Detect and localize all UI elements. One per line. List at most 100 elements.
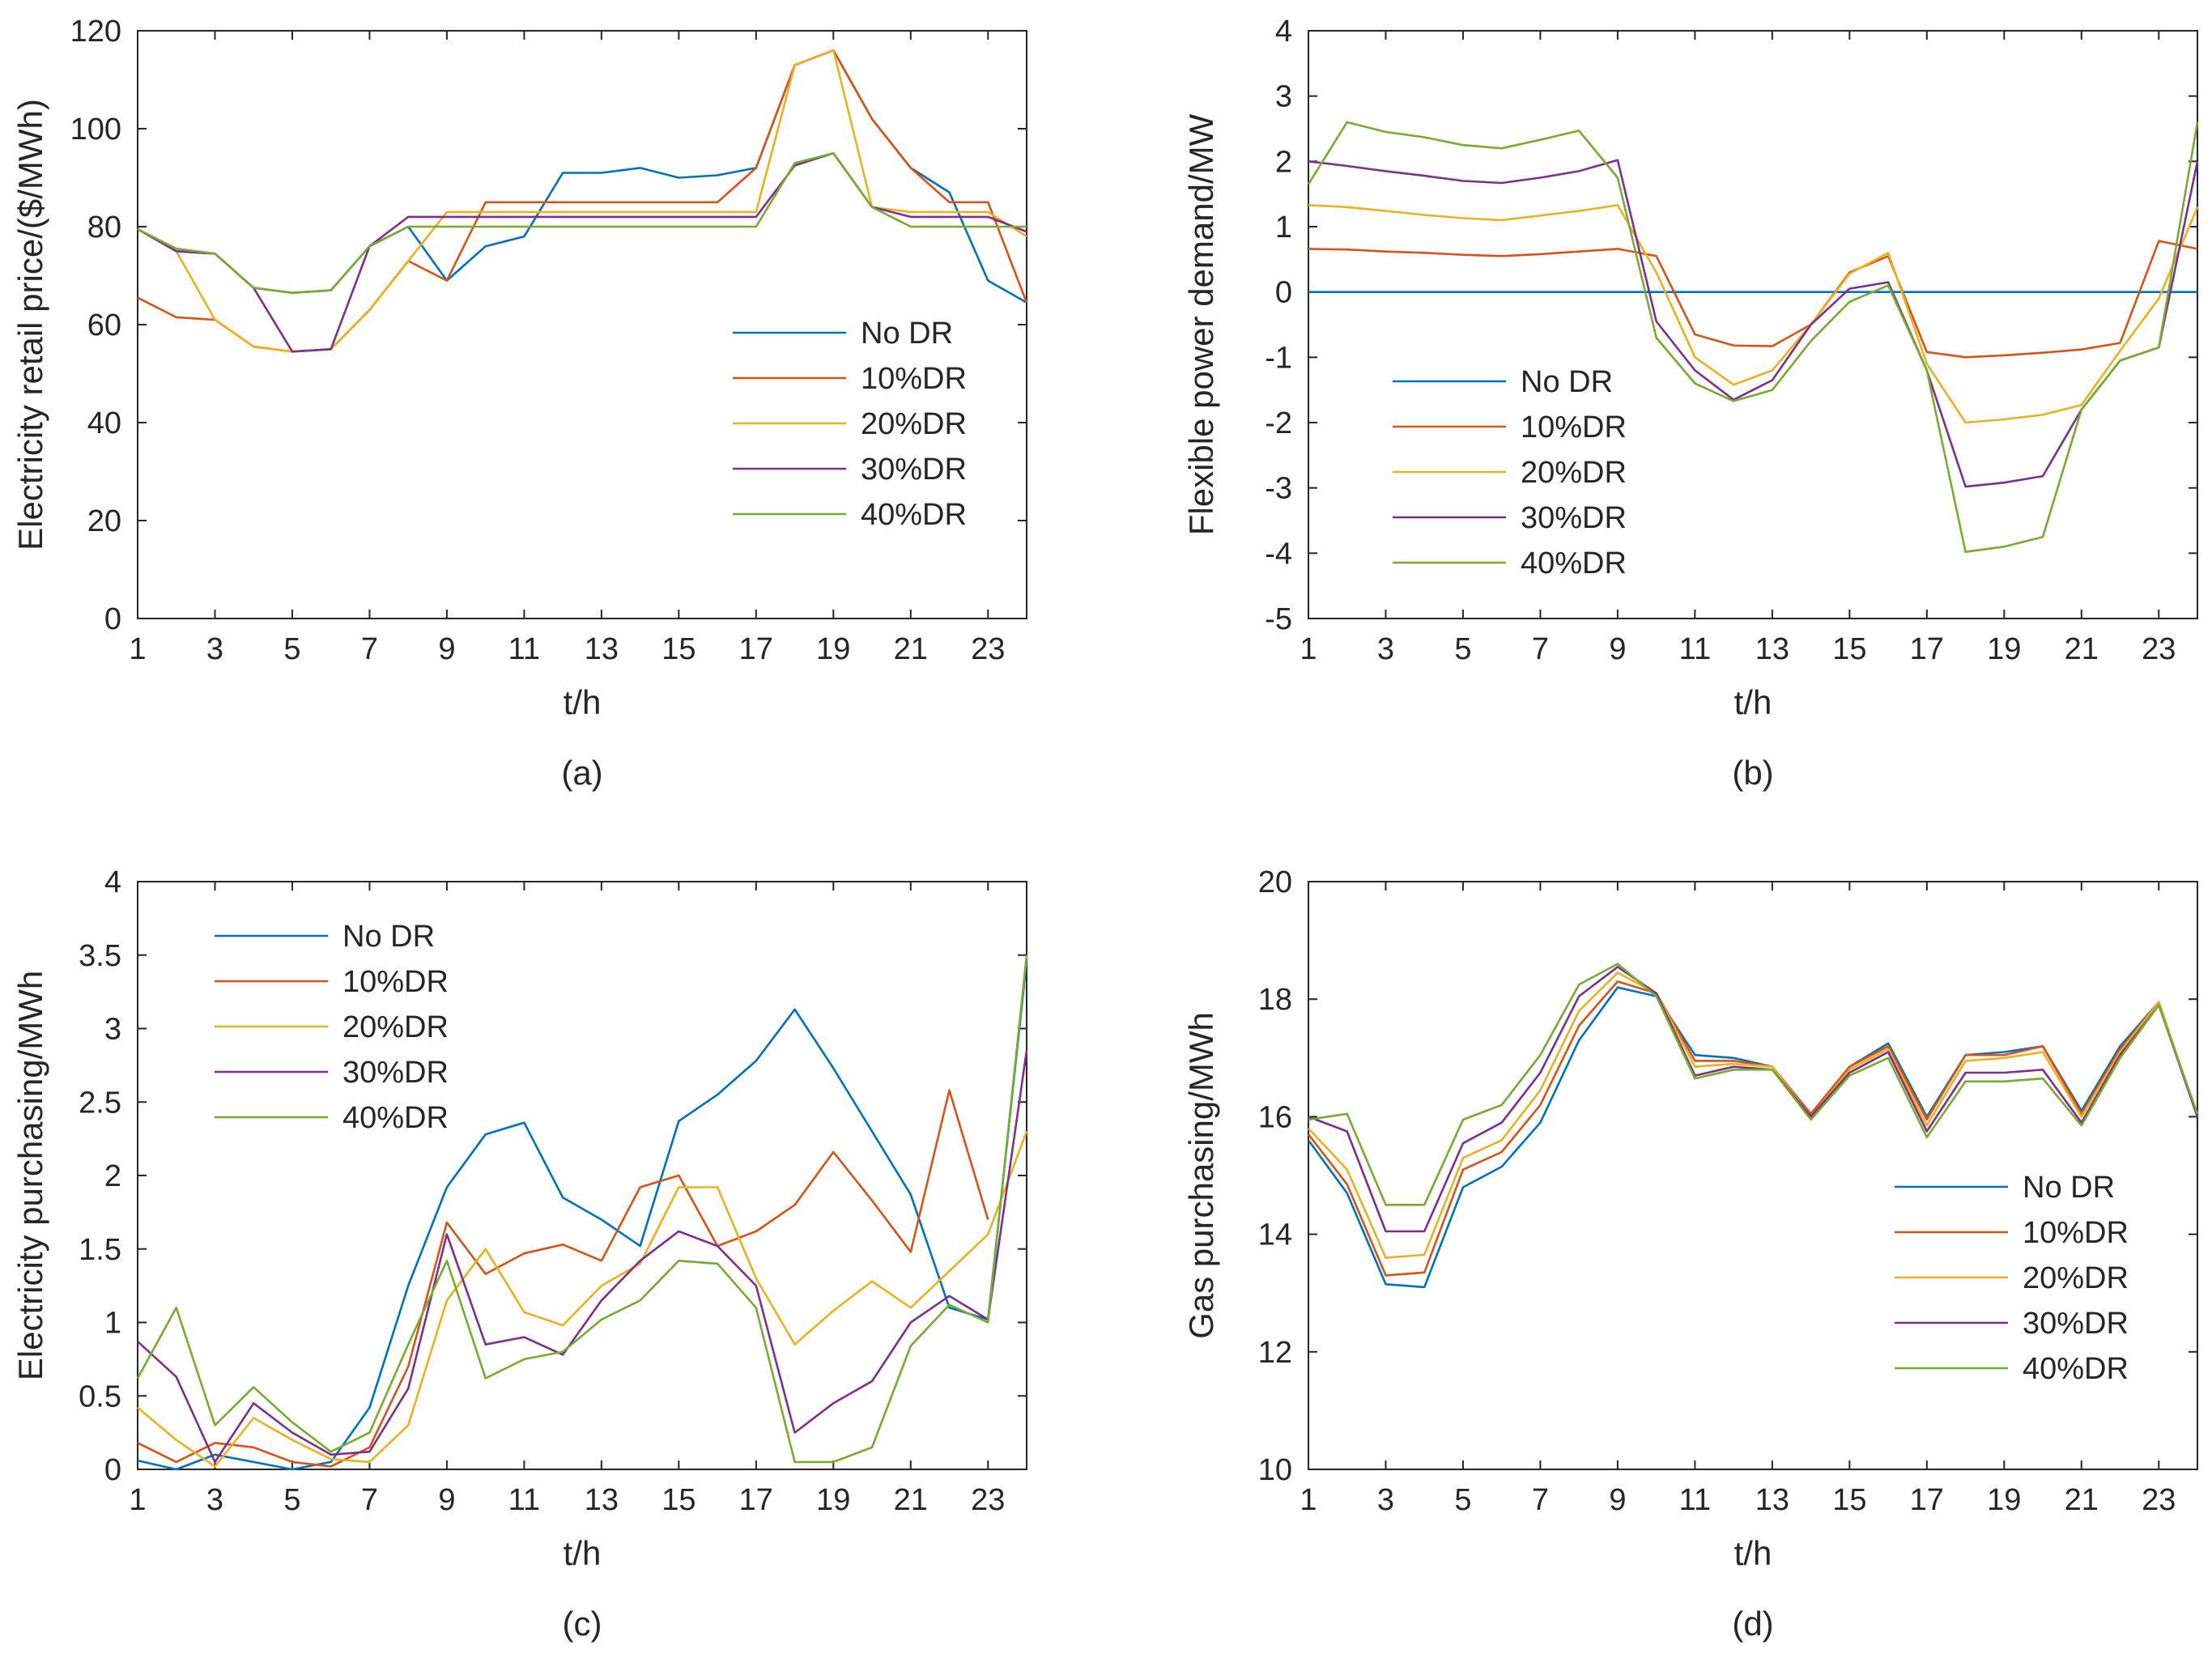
x-tick-label: 3 <box>206 632 223 666</box>
y-tick-label: 12 <box>1258 1336 1292 1370</box>
x-tick-label: 5 <box>283 1483 300 1517</box>
plot-area-frame <box>1308 881 2198 1470</box>
y-tick-label: -3 <box>1265 472 1292 506</box>
x-tick-label: 9 <box>1609 632 1626 666</box>
y-axis-label: Flexible power demand/MW <box>1182 113 1220 535</box>
x-tick-label: 21 <box>894 1483 928 1517</box>
y-tick-label: 2 <box>104 1159 121 1193</box>
series-line-10pct-dr <box>137 1089 989 1468</box>
x-tick-label: 3 <box>1377 632 1394 666</box>
y-tick-label: 0 <box>104 1453 121 1487</box>
y-tick-label: 3 <box>104 1013 121 1047</box>
y-tick-label: 0 <box>104 602 121 636</box>
x-tick-label: 13 <box>1755 632 1789 666</box>
x-tick-label: 23 <box>2142 1483 2176 1517</box>
x-tick-label: 19 <box>816 1483 850 1517</box>
legend-label: No DR <box>861 317 953 351</box>
legend: No DR 10%DR 20%DR 30%DR 40%DR <box>1393 365 1627 580</box>
legend-label: 30%DR <box>2023 1307 2129 1341</box>
x-tick-label: 17 <box>739 632 773 666</box>
y-tick-label: -5 <box>1265 602 1292 636</box>
x-tick-label: 21 <box>2065 632 2099 666</box>
series-line-30pct-dr <box>137 1050 1028 1464</box>
y-axis-label: Gas purchasing/MWh <box>1182 1012 1220 1339</box>
legend-label: 30%DR <box>861 453 967 487</box>
y-tick-label: -1 <box>1265 341 1292 375</box>
chart-panel-2: 1 3 5 7 9 11 13 15 17 19 21 23-5-4-3-2-101234t/hFle… <box>1182 15 2199 792</box>
legend-label: 20%DR <box>861 407 967 441</box>
series-line-20pct-dr <box>1308 971 2199 1259</box>
panel-caption: (a) <box>561 754 602 792</box>
legend: No DR 10%DR 20%DR 30%DR 40%DR <box>1895 1171 2129 1386</box>
legend-label: 20%DR <box>342 1010 449 1044</box>
legend: No DR 10%DR 20%DR 30%DR 40%DR <box>215 920 449 1135</box>
y-tick-label: 4 <box>1275 15 1292 49</box>
y-tick-label: 1 <box>1275 210 1292 244</box>
x-tick-label: 13 <box>585 632 619 666</box>
x-tick-label: 13 <box>585 1483 619 1517</box>
x-tick-label: 17 <box>1910 632 1944 666</box>
x-tick-label: 9 <box>438 1483 455 1517</box>
panel-caption: (d) <box>1732 1605 1773 1643</box>
y-tick-label: 2.5 <box>79 1086 121 1120</box>
plot-area-frame <box>137 881 1027 1470</box>
legend-label: 10%DR <box>342 965 449 999</box>
x-tick-label: 13 <box>1755 1483 1789 1517</box>
x-tick-label: 9 <box>438 632 455 666</box>
x-axis-label: t/h <box>564 1534 602 1572</box>
legend-label: 10%DR <box>861 362 967 396</box>
legend-label: 40%DR <box>861 498 967 532</box>
x-tick-label: 11 <box>508 1483 540 1517</box>
plot-area-frame <box>1308 30 2198 619</box>
y-tick-label: 0 <box>1275 276 1292 310</box>
x-tick-label: 11 <box>508 632 540 666</box>
x-tick-label: 5 <box>1454 632 1471 666</box>
series-line-40pct-dr <box>1308 963 2199 1206</box>
series-line-20pct-dr <box>1308 204 2199 424</box>
y-tick-label: 14 <box>1258 1218 1292 1252</box>
y-tick-label: 10 <box>1258 1453 1292 1487</box>
series-line-30pct-dr <box>1308 159 2199 488</box>
x-tick-label: 5 <box>1454 1483 1471 1517</box>
x-tick-label: 23 <box>2142 632 2176 666</box>
legend-label: No DR <box>1521 365 1613 399</box>
x-tick-label: 3 <box>1377 1483 1394 1517</box>
y-tick-label: 20 <box>87 504 121 538</box>
y-tick-label: 100 <box>70 113 121 147</box>
legend-label: No DR <box>342 920 435 954</box>
x-tick-label: 19 <box>1987 632 2021 666</box>
x-tick-label: 21 <box>894 632 928 666</box>
x-tick-label: 7 <box>1532 1483 1549 1517</box>
x-tick-label: 15 <box>1832 1483 1866 1517</box>
series-line-40pct-dr <box>136 954 1028 1464</box>
y-tick-label: 18 <box>1258 983 1292 1017</box>
chart-panel-3: 1 3 5 7 9 11 13 15 17 19 21 2300.511.522.533.54t/hE… <box>11 865 1028 1643</box>
x-tick-label: 23 <box>971 1483 1005 1517</box>
legend-label: 30%DR <box>1521 501 1627 535</box>
x-tick-label: 1 <box>129 632 146 666</box>
legend-label: 40%DR <box>342 1101 449 1135</box>
series-line-no-dr <box>137 960 1028 1471</box>
y-tick-label: 20 <box>1258 865 1292 899</box>
y-tick-label: 1 <box>104 1307 121 1341</box>
x-tick-label: 11 <box>1679 632 1711 666</box>
panel-caption: (b) <box>1732 754 1773 792</box>
x-tick-label: 1 <box>1300 632 1317 666</box>
series-line-10pct-dr <box>1308 240 2198 359</box>
x-tick-label: 7 <box>361 1483 378 1517</box>
x-axis-label: t/h <box>564 683 602 721</box>
x-tick-label: 15 <box>1832 632 1866 666</box>
legend-label: 20%DR <box>1521 456 1627 490</box>
legend-label: 30%DR <box>342 1056 449 1090</box>
x-tick-label: 7 <box>361 632 378 666</box>
x-tick-label: 19 <box>1987 1483 2021 1517</box>
y-tick-label: 80 <box>87 210 121 244</box>
y-tick-label: 0.5 <box>79 1380 121 1414</box>
x-tick-label: 19 <box>816 632 850 666</box>
y-axis-label: Electricity purchasing/MWh <box>11 971 49 1380</box>
series-line-40pct-dr <box>137 152 1027 294</box>
x-tick-label: 15 <box>661 1483 696 1517</box>
y-tick-label: 16 <box>1258 1100 1292 1134</box>
series-line-10pct-dr <box>137 49 1028 353</box>
